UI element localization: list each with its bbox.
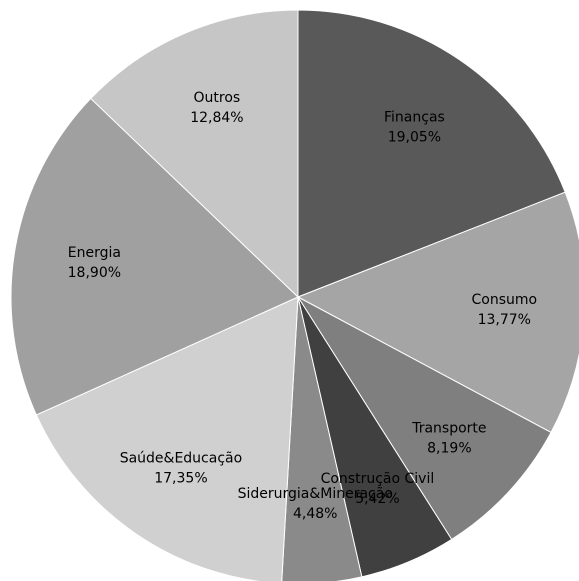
pie-slice	[281, 296, 363, 581]
slice-value-label: 5,42%	[355, 491, 399, 507]
slice-value-label: 4,48%	[293, 506, 337, 522]
slice-label: Consumo	[471, 292, 537, 308]
slice-label: Outros	[194, 90, 241, 106]
pie-slice	[296, 295, 552, 541]
slice-label: Finanças	[384, 109, 445, 125]
slice-value-label: 12,84%	[190, 110, 243, 126]
pie-slice	[10, 97, 299, 416]
pie-slice	[297, 9, 566, 298]
slice-label: Construção Civil	[321, 471, 435, 487]
pie-slice	[35, 296, 299, 581]
slice-value-label: 17,35%	[154, 470, 207, 486]
pie-slice	[90, 9, 299, 299]
slice-label: Energia	[68, 245, 121, 261]
slice-label: Transporte	[411, 421, 486, 437]
slice-label: Saúde&Educação	[120, 450, 242, 466]
slice-value-label: 13,77%	[478, 312, 531, 328]
slice-label: Siderurgia&Mineração	[238, 486, 393, 502]
slice-value-label: 8,19%	[427, 441, 471, 457]
slice-value-label: 19,05%	[388, 129, 441, 145]
slice-value-label: 18,90%	[68, 265, 121, 281]
pie-slice	[296, 191, 579, 434]
